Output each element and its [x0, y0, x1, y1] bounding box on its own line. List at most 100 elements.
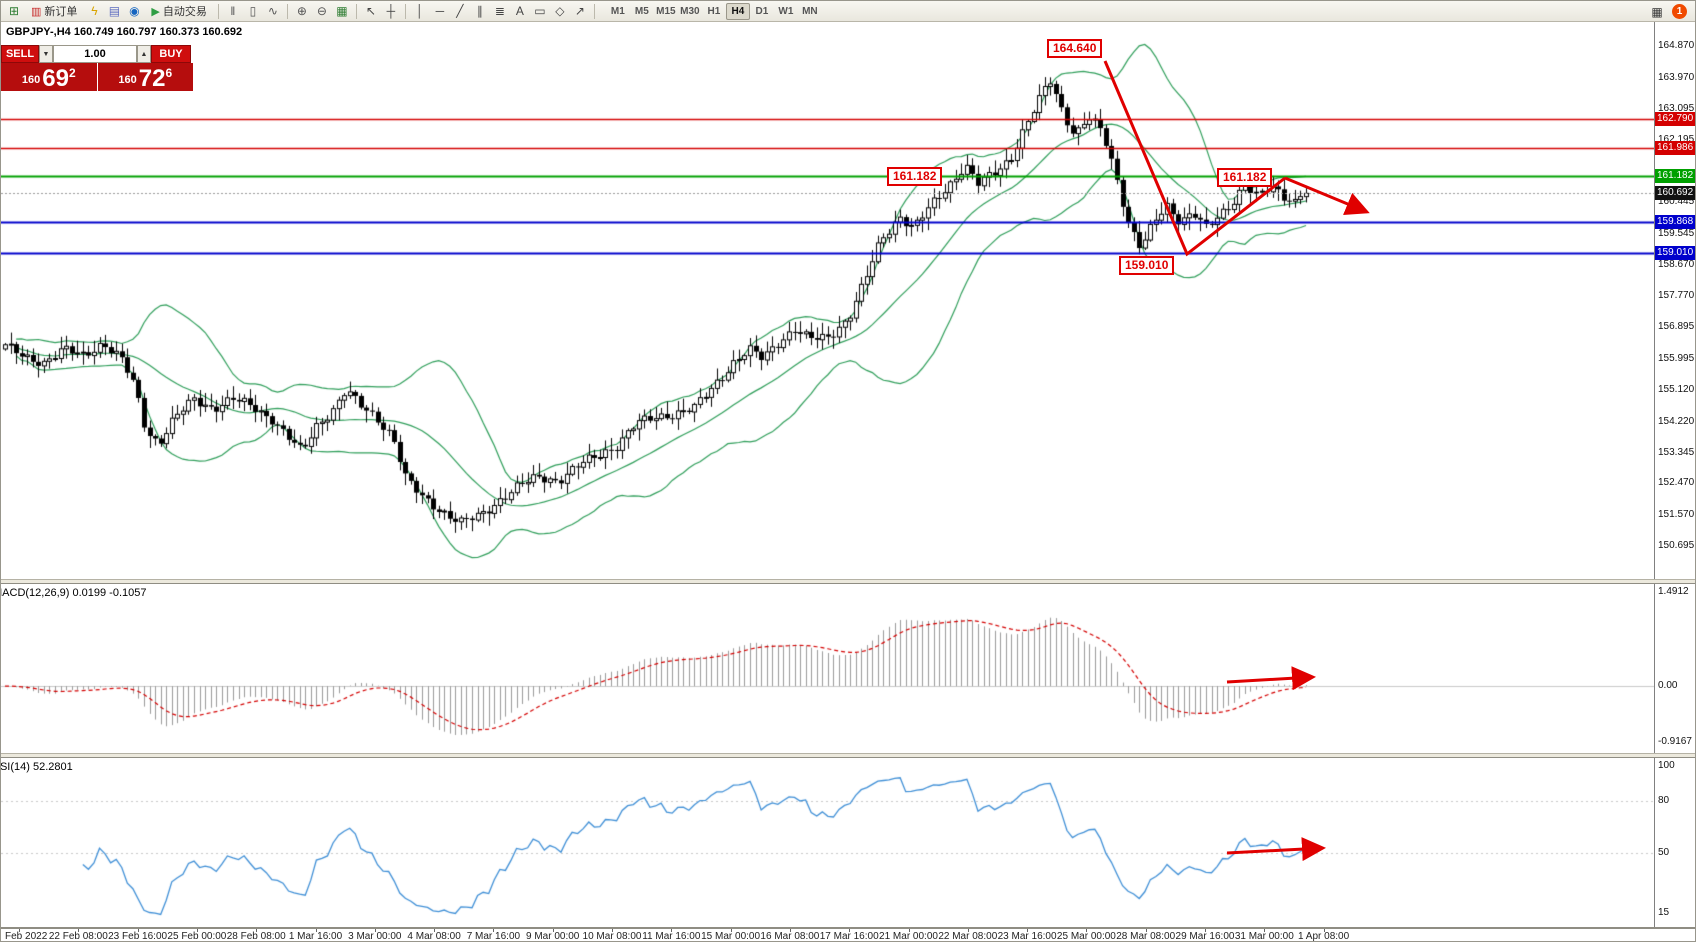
time-tick — [849, 929, 850, 932]
price-annotation-box[interactable]: 159.010 — [1119, 256, 1175, 275]
buy-price[interactable]: 160 72 6 — [97, 63, 193, 91]
zoom-out-icon[interactable]: ⊖ — [316, 4, 327, 18]
rsi-plot[interactable]: RSI(14) 52.2801 — [1, 758, 1654, 927]
profiles-icon[interactable]: ▤ — [108, 4, 121, 18]
sell-price-whole: 160 — [21, 74, 41, 86]
price-annotation-box[interactable]: 161.182 — [1217, 168, 1273, 187]
label-tool-icon[interactable]: ▭ — [534, 4, 546, 18]
price-chart-canvas[interactable] — [1, 22, 1654, 579]
time-axis-label: 25 Feb 00:00 — [167, 931, 227, 942]
price-tick-label: 151.570 — [1658, 509, 1695, 521]
auto-trading-button[interactable]: ▶ 自动交易 — [145, 3, 212, 20]
price-tick-label: 154.220 — [1658, 415, 1695, 427]
macd-axis-zero: 0.00 — [1658, 680, 1678, 692]
macd-axis[interactable]: 1.4912 0.00 -0.9167 — [1654, 584, 1695, 753]
time-tick — [612, 929, 613, 932]
timeframe-h1[interactable]: H1 — [707, 5, 721, 17]
time-axis-label: 22 Feb 08:00 — [48, 931, 108, 942]
time-axis-label: 23 Feb 16:00 — [108, 931, 168, 942]
panel-splitter[interactable] — [1, 753, 1695, 758]
zoom-in-icon[interactable]: ⊕ — [296, 4, 307, 18]
macd-axis-bottom: -0.9167 — [1658, 736, 1692, 747]
price-annotation-box[interactable]: 164.640 — [1047, 39, 1103, 58]
macd-canvas[interactable] — [1, 584, 1654, 753]
sell-price-pips: 69 — [42, 65, 69, 92]
price-tick-label: 156.895 — [1658, 321, 1695, 333]
panel-splitter[interactable] — [1, 579, 1695, 584]
price-annotation-box[interactable]: 161.182 — [887, 167, 943, 186]
notification-badge[interactable]: 1 — [1672, 4, 1687, 19]
price-chart-plot[interactable]: GBPJPY-,H4 160.749 160.797 160.373 160.6… — [1, 22, 1654, 579]
vertical-line-icon[interactable]: │ — [416, 4, 424, 18]
rsi-axis[interactable]: 100 80 50 15 — [1654, 758, 1695, 927]
time-axis-label: 22 Mar 08:00 — [938, 931, 998, 942]
timeframe-h4[interactable]: H4 — [725, 2, 750, 20]
text-tool-icon[interactable]: A — [515, 4, 524, 18]
resistance-line-label-161986: 161.986 — [1655, 140, 1695, 155]
rsi-axis-label: 100 — [1658, 760, 1675, 771]
history-center-icon[interactable]: ϟ — [91, 4, 98, 18]
bar-chart-mode-icon[interactable]: ‖ — [230, 4, 236, 18]
price-tick-label: 163.970 — [1658, 71, 1695, 83]
toolbar-items: ⊞ ▥ 新订单 ϟ ▤ ◉ ▶ 自动交易 ‖ ▯ ∿ ⊕ ⊖ ▦ ↖ ┼ │ ─ ╱ ∥ ≣ A ▭ ◇ ↗ — [5, 3, 598, 20]
time-axis-label: 10 Mar 08:00 — [582, 931, 642, 942]
time-axis-label: 23 Mar 16:00 — [997, 931, 1057, 942]
crosshair-icon[interactable]: ┼ — [386, 4, 396, 18]
channel-icon[interactable]: ∥ — [476, 4, 483, 18]
time-tick — [375, 929, 376, 932]
buy-button[interactable]: BUY — [151, 45, 191, 63]
time-tick — [1086, 929, 1087, 932]
new-order-button[interactable]: ▥ 新订单 — [25, 3, 83, 20]
timeframe-d1[interactable]: D1 — [755, 5, 769, 17]
line-mode-icon[interactable]: ∿ — [267, 4, 278, 18]
toolbar-separator — [593, 3, 595, 19]
fibonacci-icon[interactable]: ≣ — [494, 4, 505, 18]
time-axis-label: 9 Mar 00:00 — [526, 931, 580, 942]
volume-increment-icon[interactable]: ▲ — [137, 45, 151, 63]
new-chart-icon[interactable]: ⊞ — [8, 4, 20, 18]
candlestick-mode-icon[interactable]: ▯ — [249, 4, 257, 18]
time-tick — [968, 929, 969, 932]
panel-splitter[interactable] — [1, 927, 1695, 929]
buy-price-whole: 160 — [118, 74, 137, 86]
volume-input[interactable] — [53, 45, 137, 63]
sell-price[interactable]: 160 69 2 — [1, 63, 97, 91]
time-axis-label: Feb 2022 — [5, 931, 48, 942]
time-tick — [790, 929, 791, 932]
trade-panel-prices: 160 69 2 160 72 6 — [1, 63, 193, 91]
volume-decrement-icon[interactable]: ▼ — [39, 45, 53, 63]
time-tick — [434, 929, 435, 932]
timeframe-m1[interactable]: M1 — [610, 5, 625, 17]
timeframe-m5[interactable]: M5 — [634, 5, 649, 17]
sell-button[interactable]: SELL — [1, 45, 39, 63]
horizontal-line-icon[interactable]: ─ — [435, 4, 445, 18]
time-tick — [731, 929, 732, 932]
macd-plot[interactable]: MACD(12,26,9) 0.0199 -0.1057 — [1, 584, 1654, 753]
toolbar-separator — [217, 3, 219, 19]
price-tick-label: 157.770 — [1658, 290, 1695, 302]
arrows-tool-icon[interactable]: ↗ — [574, 4, 585, 18]
time-axis-label: 28 Feb 08:00 — [226, 931, 286, 942]
timeframe-w1[interactable]: W1 — [778, 5, 794, 17]
timeframe-m15[interactable]: M15 — [656, 5, 676, 17]
time-tick — [316, 929, 317, 932]
price-tick-label: 160.445 — [1658, 196, 1695, 208]
shapes-icon[interactable]: ◇ — [555, 4, 565, 18]
tile-windows-icon[interactable]: ▦ — [336, 4, 348, 18]
timeframe-mn[interactable]: MN — [802, 5, 818, 17]
rsi-canvas[interactable] — [1, 758, 1654, 927]
alerts-icon[interactable]: ◉ — [129, 4, 140, 18]
rsi-axis-label: 15 — [1658, 907, 1670, 919]
rsi-panel: RSI(14) 52.2801 100 80 50 15 — [1, 758, 1695, 927]
timeframe-m30[interactable]: M30 — [680, 5, 700, 17]
timeframe-bar: M1 M5 M15 M30 H1 H4 D1 W1 MN — [606, 2, 822, 20]
price-tick-label: 153.345 — [1658, 446, 1695, 458]
macd-axis-top: 1.4912 — [1658, 586, 1689, 597]
support-line-label-159010: 159.010 — [1655, 245, 1695, 260]
cursor-icon[interactable]: ↖ — [365, 4, 376, 18]
chart-layout-icon[interactable]: ▦ — [1651, 4, 1663, 19]
trendline-icon[interactable]: ╱ — [456, 4, 464, 18]
price-axis[interactable]: 164.870 163.970 163.095 162.195 160.445 159.5… — [1654, 22, 1695, 579]
time-axis[interactable]: Feb 2022 22 Feb 08:00 23 Feb 16:00 25 Feb 0… — [1, 929, 1695, 942]
